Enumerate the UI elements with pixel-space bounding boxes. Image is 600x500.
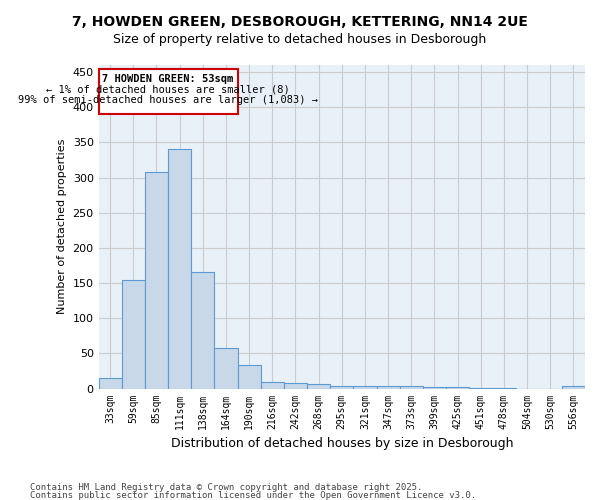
Text: 99% of semi-detached houses are larger (1,083) →: 99% of semi-detached houses are larger (… xyxy=(18,94,318,104)
Y-axis label: Number of detached properties: Number of detached properties xyxy=(57,139,67,314)
Bar xyxy=(400,386,423,388)
Text: Contains HM Land Registry data © Crown copyright and database right 2025.: Contains HM Land Registry data © Crown c… xyxy=(30,484,422,492)
Bar xyxy=(562,386,585,388)
Bar xyxy=(261,382,284,388)
Bar xyxy=(284,383,307,388)
Bar xyxy=(238,366,261,388)
Text: Contains public sector information licensed under the Open Government Licence v3: Contains public sector information licen… xyxy=(30,490,476,500)
Bar xyxy=(98,378,122,388)
Bar xyxy=(377,386,400,388)
Bar xyxy=(307,384,330,388)
Bar xyxy=(423,387,446,388)
Text: 7 HOWDEN GREEN: 53sqm: 7 HOWDEN GREEN: 53sqm xyxy=(103,74,233,84)
Bar xyxy=(446,387,469,388)
Text: Size of property relative to detached houses in Desborough: Size of property relative to detached ho… xyxy=(113,32,487,46)
FancyBboxPatch shape xyxy=(98,68,238,114)
Bar xyxy=(214,348,238,389)
X-axis label: Distribution of detached houses by size in Desborough: Distribution of detached houses by size … xyxy=(170,437,513,450)
Bar xyxy=(122,280,145,388)
Bar xyxy=(330,386,353,388)
Bar xyxy=(145,172,168,388)
Text: 7, HOWDEN GREEN, DESBOROUGH, KETTERING, NN14 2UE: 7, HOWDEN GREEN, DESBOROUGH, KETTERING, … xyxy=(72,15,528,29)
Bar xyxy=(191,272,214,388)
Bar xyxy=(353,386,377,388)
Bar xyxy=(168,150,191,388)
Text: ← 1% of detached houses are smaller (8): ← 1% of detached houses are smaller (8) xyxy=(46,84,290,94)
